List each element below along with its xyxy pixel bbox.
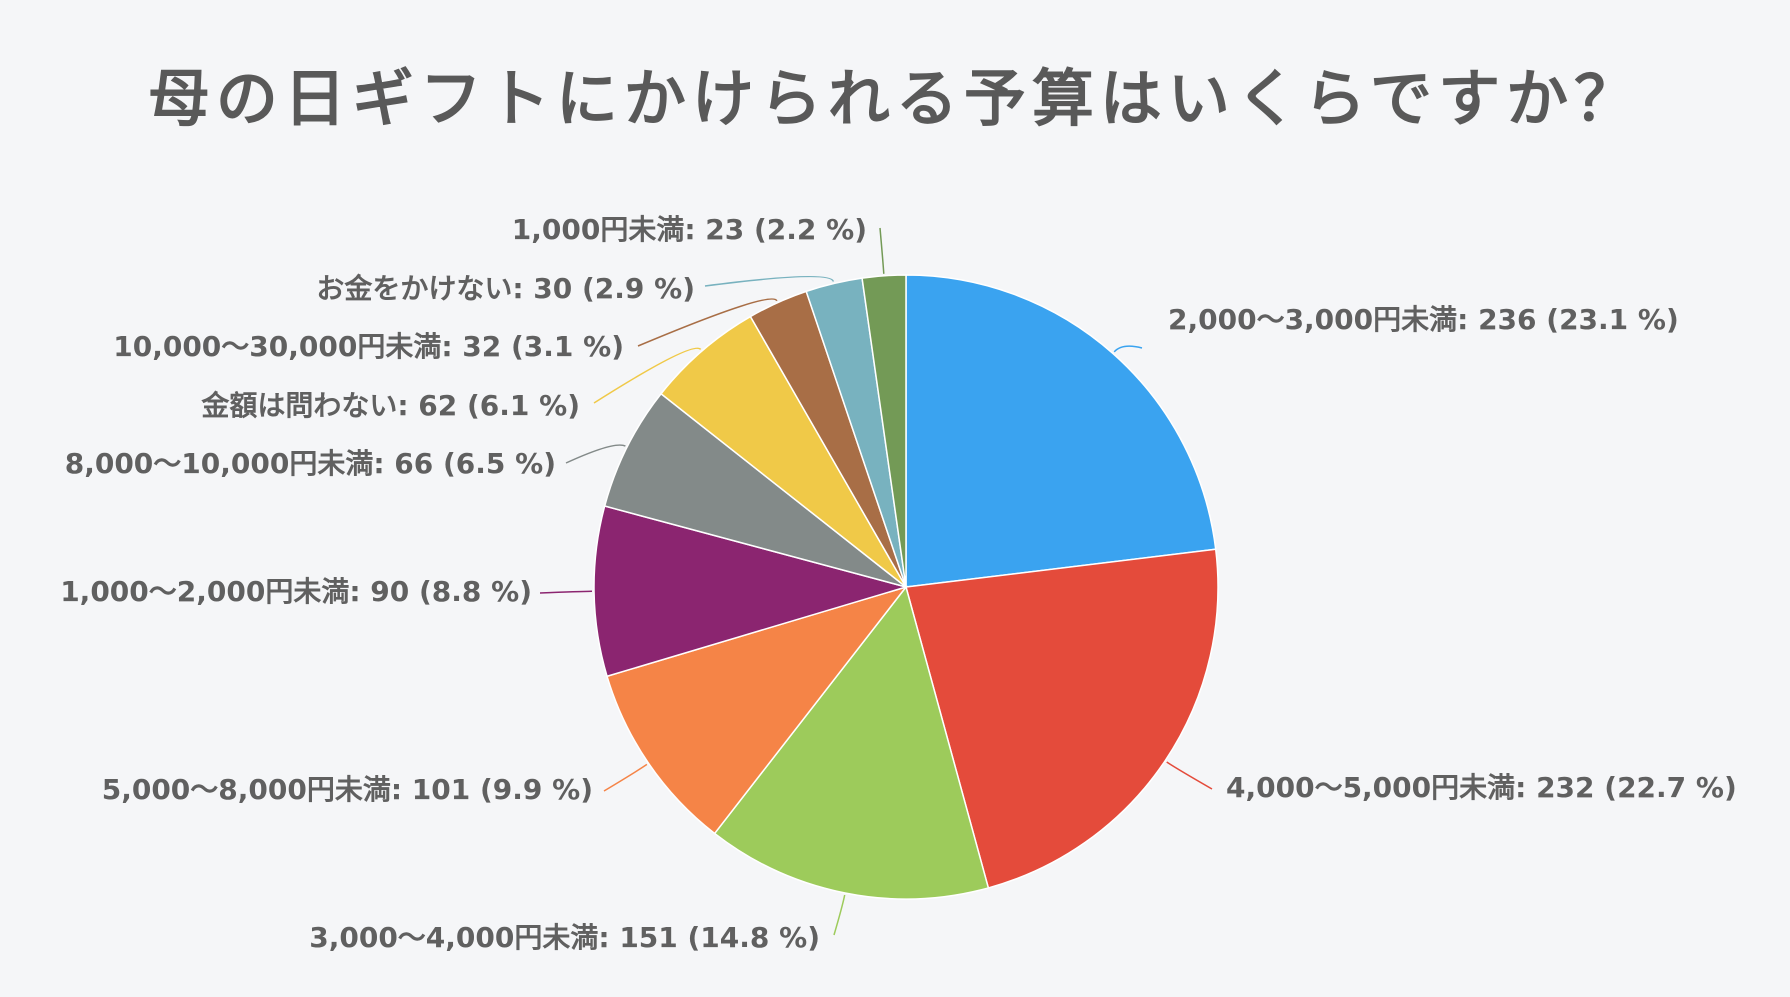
pie-slice: [606, 585, 909, 835]
slice-label: 5,000〜8,000円未満: 101 (9.9 %): [102, 773, 593, 806]
pie-slice: [659, 315, 907, 588]
leader-line: [879, 227, 885, 274]
pie-slice: [861, 274, 907, 588]
pie-slice: [593, 505, 909, 678]
leader-line: [593, 347, 702, 404]
pie-slice: [905, 274, 1217, 588]
slice-label: 8,000〜10,000円未満: 66 (6.5 %): [65, 447, 556, 480]
slice-label: 2,000〜3,000円未満: 236 (23.1 %): [1168, 303, 1679, 336]
leader-line: [565, 444, 626, 464]
slice-label: お金をかけない: 30 (2.9 %): [316, 272, 695, 305]
leader-line: [637, 298, 778, 347]
leaders-layer: [539, 227, 1213, 936]
slice-label: 10,000〜30,000円未満: 32 (3.1 %): [113, 330, 624, 363]
pie-slice: [713, 585, 990, 900]
leader-line: [833, 894, 846, 936]
slice-label: 3,000〜4,000円未満: 151 (14.8 %): [309, 921, 820, 954]
pie-slice: [905, 548, 1219, 889]
slice-label: 1,000円未満: 23 (2.2 %): [512, 213, 867, 246]
slice-label: 4,000〜5,000円未満: 232 (22.7 %): [1226, 771, 1737, 804]
leader-line: [704, 275, 835, 287]
chart-title: 母の日ギフトにかけられる予算はいくらですか？: [147, 62, 1643, 135]
leader-line: [1166, 761, 1213, 790]
leader-line: [1113, 345, 1143, 353]
pie-slice: [603, 392, 907, 588]
leader-line: [539, 590, 593, 594]
labels-layer: 2,000〜3,000円未満: 236 (23.1 %) 4,000〜5,000円…: [60, 213, 1737, 954]
leader-line: [603, 763, 648, 792]
slice-label: 1,000〜2,000円未満: 90 (8.8 %): [60, 575, 532, 608]
slices-layer: [593, 274, 1219, 900]
slice-label: 金額は問わない: 62 (6.1 %): [200, 389, 580, 422]
